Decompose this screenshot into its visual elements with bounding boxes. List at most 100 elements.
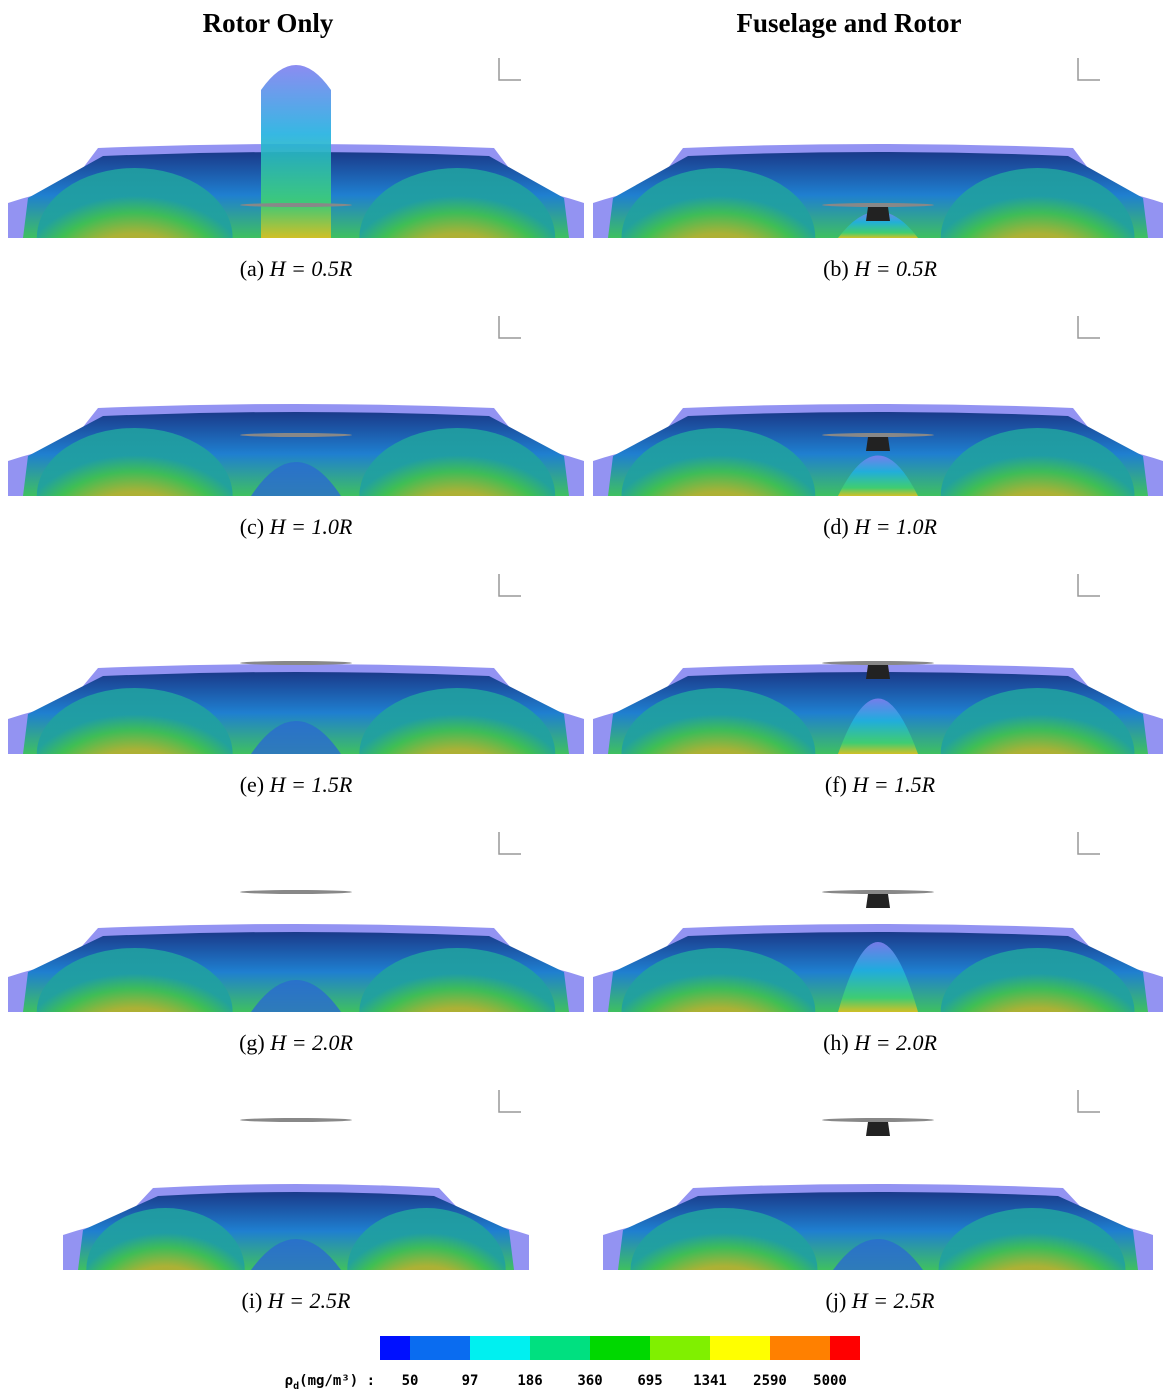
cloud bbox=[8, 664, 584, 754]
caption-text: H = 2.5R bbox=[851, 1288, 935, 1313]
lobe bbox=[940, 168, 1135, 238]
plume bbox=[251, 721, 341, 754]
caption: (a) H = 0.5R bbox=[240, 256, 353, 281]
caption-tag: (a) bbox=[240, 256, 270, 281]
symbol: ρ bbox=[285, 1373, 293, 1389]
axis-glyph bbox=[1077, 58, 1100, 81]
cloud bbox=[593, 144, 1163, 238]
cloud bbox=[8, 65, 584, 238]
axis-glyph bbox=[498, 574, 521, 597]
caption-text: H = 2.0R bbox=[269, 1030, 353, 1055]
caption: (i) H = 2.5R bbox=[242, 1288, 351, 1313]
caption: (c) H = 1.0R bbox=[240, 514, 353, 539]
colorbar-tick-label: 5000 bbox=[813, 1373, 847, 1389]
lobe bbox=[621, 168, 816, 238]
panel-image bbox=[8, 316, 584, 496]
colorbar-tick-label: 97 bbox=[462, 1373, 479, 1389]
colorbar-swatch bbox=[830, 1336, 860, 1360]
cloud bbox=[8, 924, 584, 1012]
fuselage bbox=[866, 437, 890, 451]
unit: (mg/m³) : bbox=[299, 1373, 375, 1389]
cloud bbox=[593, 664, 1163, 754]
colorbar-tick-label: 186 bbox=[517, 1373, 542, 1389]
lobe bbox=[347, 1208, 506, 1270]
rotor-disk bbox=[240, 433, 352, 437]
caption-text: H = 1.5R bbox=[851, 772, 935, 797]
axis-glyph bbox=[498, 58, 521, 81]
caption-tag: (i) bbox=[242, 1288, 268, 1313]
colorbar-swatch bbox=[380, 1336, 410, 1360]
lobe bbox=[36, 428, 233, 496]
caption-tag: (e) bbox=[240, 772, 270, 797]
plume bbox=[251, 980, 341, 1012]
caption: (h) H = 2.0R bbox=[823, 1030, 937, 1055]
cloud bbox=[593, 404, 1163, 496]
lobe bbox=[938, 1208, 1126, 1270]
axis-glyph bbox=[1077, 574, 1100, 597]
column-header: Fuselage and Rotor bbox=[737, 8, 962, 38]
colorbar-tick-label: 695 bbox=[637, 1373, 662, 1389]
colorbar-swatch bbox=[470, 1336, 530, 1360]
caption-tag: (d) bbox=[823, 514, 854, 539]
panel-image bbox=[8, 574, 584, 754]
lobe bbox=[36, 948, 233, 1012]
cloud bbox=[593, 924, 1163, 1012]
caption: (e) H = 1.5R bbox=[240, 772, 353, 797]
axis-glyph bbox=[1077, 1090, 1100, 1113]
rotor-disk bbox=[240, 890, 352, 894]
axis-glyph bbox=[498, 316, 521, 339]
colorbar-tick-label: 2590 bbox=[753, 1373, 787, 1389]
caption-tag: (j) bbox=[826, 1288, 852, 1313]
plume bbox=[833, 1239, 923, 1270]
caption: (j) H = 2.5R bbox=[826, 1288, 935, 1313]
caption-text: H = 0.5R bbox=[853, 256, 937, 281]
colorbar-swatch bbox=[650, 1336, 710, 1360]
rotor-disk bbox=[240, 203, 352, 207]
colorbar-label: ρd(mg/m³) : bbox=[285, 1373, 375, 1392]
lobe bbox=[940, 948, 1135, 1012]
panel-image bbox=[593, 58, 1163, 238]
caption-text: H = 1.0R bbox=[269, 514, 353, 539]
caption-text: H = 2.5R bbox=[267, 1288, 351, 1313]
lobe bbox=[86, 1208, 245, 1270]
axis-glyph bbox=[1077, 832, 1100, 855]
plume bbox=[261, 65, 331, 238]
axis-glyph bbox=[498, 1090, 521, 1113]
caption: (b) H = 0.5R bbox=[823, 256, 937, 281]
lobe bbox=[630, 1208, 818, 1270]
axis-glyph bbox=[1077, 316, 1100, 339]
fuselage bbox=[866, 207, 890, 221]
colorbar-tick-label: 50 bbox=[402, 1373, 419, 1389]
plume bbox=[838, 698, 918, 754]
rotor-disk bbox=[240, 1118, 352, 1122]
caption: (d) H = 1.0R bbox=[823, 514, 937, 539]
panel-image bbox=[63, 1090, 529, 1270]
rotor-disk bbox=[822, 433, 934, 437]
fuselage bbox=[866, 894, 890, 908]
caption-tag: (f) bbox=[825, 772, 852, 797]
caption-tag: (g) bbox=[239, 1030, 270, 1055]
plume bbox=[251, 1239, 341, 1270]
panel-image bbox=[603, 1090, 1153, 1270]
plume bbox=[838, 942, 918, 1012]
fuselage bbox=[866, 665, 890, 679]
rotor-disk bbox=[822, 890, 934, 894]
cloud bbox=[8, 404, 584, 496]
plume bbox=[838, 455, 918, 496]
caption-text: H = 0.5R bbox=[269, 256, 353, 281]
lobe bbox=[359, 168, 556, 238]
caption-tag: (c) bbox=[240, 514, 270, 539]
rotor-disk bbox=[822, 203, 934, 207]
colorbar-tick-label: 1341 bbox=[693, 1373, 727, 1389]
panel-image bbox=[8, 58, 584, 238]
lobe bbox=[940, 428, 1135, 496]
axis-glyph bbox=[498, 832, 521, 855]
colorbar-tick-label: 360 bbox=[577, 1373, 602, 1389]
lobe bbox=[359, 688, 556, 754]
caption-text: H = 1.0R bbox=[853, 514, 937, 539]
lobe bbox=[36, 688, 233, 754]
panel-image bbox=[593, 574, 1163, 754]
panel-image bbox=[8, 832, 584, 1012]
caption: (f) H = 1.5R bbox=[825, 772, 936, 797]
